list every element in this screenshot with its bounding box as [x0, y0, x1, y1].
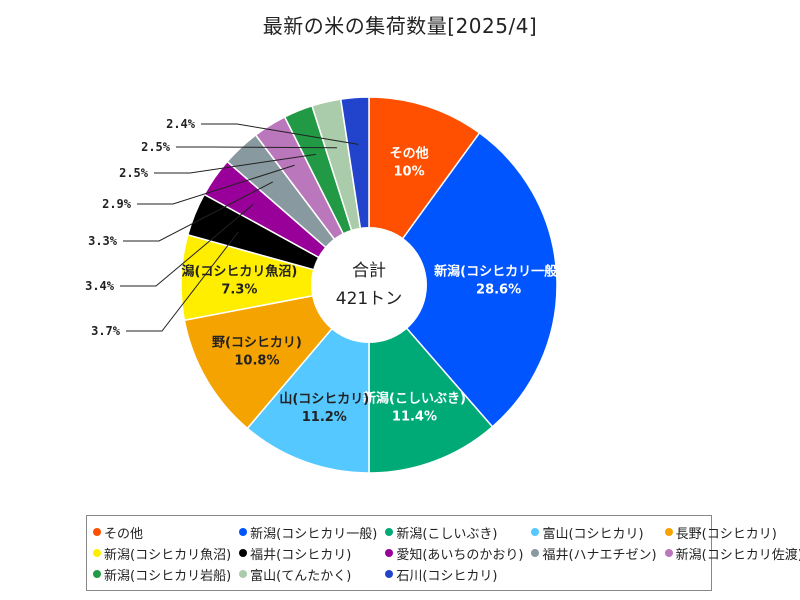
slice-percent-label: 11.4%	[392, 409, 437, 424]
pie-chart: その他 10% 新潟(コシヒカリ一般) 28.6% 新潟(こしいぶき) 11.4% 山(コシ…	[85, 97, 563, 473]
legend-label: 愛知(あいちのかおり)	[396, 547, 524, 563]
legend-swatch	[239, 549, 248, 557]
legend-item: 石川(コシヒカリ)	[385, 564, 523, 585]
pie-slice	[183, 283, 371, 430]
chart-title: 最新の米の集荷数量[2025/4]	[262, 14, 538, 38]
slice-percent-label: 10.8%	[234, 353, 279, 368]
slice-name-label: 山(コシヒカリ)	[279, 391, 369, 407]
legend-label: 新潟(コシヒカリ岩船)	[104, 568, 232, 584]
slice-name-label: 野(コシヒカリ)	[212, 335, 302, 350]
slice-percent-label: 28.6%	[476, 282, 521, 297]
leader-line	[201, 123, 359, 145]
legend-label: その他	[104, 526, 144, 542]
legend-swatch	[531, 549, 540, 557]
legend-label: 新潟(コシヒカリ一般)	[250, 526, 378, 542]
legend-swatch	[385, 549, 394, 557]
legend-item: その他	[93, 522, 231, 543]
legend-label: 富山(てんたかく)	[250, 568, 352, 584]
legend-label: 福井(ハナエチゼン)	[542, 547, 657, 563]
leader-line	[137, 164, 295, 205]
legend-label: 石川(コシヒカリ)	[396, 568, 498, 584]
slice-percent-label: 2.5%	[141, 140, 171, 154]
slice-name-label: その他	[390, 146, 429, 162]
leader-line	[176, 146, 337, 149]
legend-label: 富山(コシヒカリ)	[542, 526, 644, 542]
legend-swatch	[93, 528, 101, 536]
leader-line	[126, 231, 239, 332]
slice-percent-label: 2.9%	[102, 197, 132, 211]
leader-line	[154, 153, 316, 174]
legend: その他 新潟(コシヒカリ一般) 新潟(こしいぶき) 富山(コシヒカリ) 長野(コシヒカリ…	[86, 515, 800, 591]
slice-name-label: 新潟(こしいぶき)	[363, 390, 466, 406]
slice-name-label: 潟(コシヒカリ魚沼)	[181, 264, 297, 280]
center-label-title: 合計	[352, 261, 386, 281]
legend-swatch	[239, 570, 248, 578]
center-label-total: 421トン	[336, 289, 402, 309]
legend-item: 長野(コシヒカリ)	[664, 522, 800, 543]
slice-percent-label: 2.4%	[166, 117, 196, 131]
legend-label: 福井(コシヒカリ)	[250, 547, 352, 563]
leader-lines	[120, 123, 359, 332]
slice-percent-label: 3.7%	[91, 324, 121, 338]
legend-label: 長野(コシヒカリ)	[675, 526, 777, 542]
legend-item: 新潟(コシヒカリ岩船)	[93, 564, 231, 585]
center-hole	[311, 227, 427, 343]
legend-item: 富山(コシヒカリ)	[531, 522, 656, 543]
slice-name-label: 新潟(コシヒカリ一般)	[434, 263, 563, 279]
legend-item: 新潟(こしいぶき)	[385, 522, 523, 543]
leader-line	[120, 203, 254, 287]
legend-swatch	[239, 528, 248, 536]
legend-swatch	[93, 570, 101, 578]
legend-swatch	[531, 528, 540, 536]
legend-item: 福井(ハナエチゼン)	[531, 543, 657, 564]
pie-slice	[368, 131, 558, 428]
leader-line	[123, 181, 274, 242]
slice-labels: その他 10% 新潟(コシヒカリ一般) 28.6% 新潟(こしいぶき) 11.4% 山(コシ…	[85, 117, 563, 425]
legend-item: 愛知(あいちのかおり)	[385, 543, 523, 564]
legend-swatch	[385, 528, 394, 536]
legend-swatch	[664, 528, 673, 536]
legend-label: 新潟(こしいぶき)	[396, 526, 498, 542]
legend-item: 新潟(コシヒカリ一般)	[239, 522, 377, 543]
slice-percent-label: 3.4%	[85, 279, 115, 293]
slice-percent-label: 2.5%	[119, 166, 149, 180]
legend-item: 富山(てんたかく)	[239, 564, 377, 585]
legend-item: 福井(コシヒカリ)	[239, 543, 377, 564]
legend-label: 新潟(コシヒカリ佐渡)	[675, 547, 800, 563]
slice-percent-label: 3.3%	[88, 234, 118, 248]
slice-percent-label: 7.3%	[221, 283, 257, 298]
slice-percent-label: 10%	[394, 165, 425, 180]
legend-label: 新潟(コシヒカリ魚沼)	[104, 547, 232, 563]
legend-item: 新潟(コシヒカリ魚沼)	[93, 543, 231, 564]
legend-swatch	[664, 549, 673, 557]
legend-swatch	[385, 570, 394, 578]
legend-swatch	[93, 549, 101, 557]
slice-percent-label: 11.2%	[302, 410, 347, 425]
legend-item: 新潟(コシヒカリ佐渡)	[664, 543, 800, 564]
